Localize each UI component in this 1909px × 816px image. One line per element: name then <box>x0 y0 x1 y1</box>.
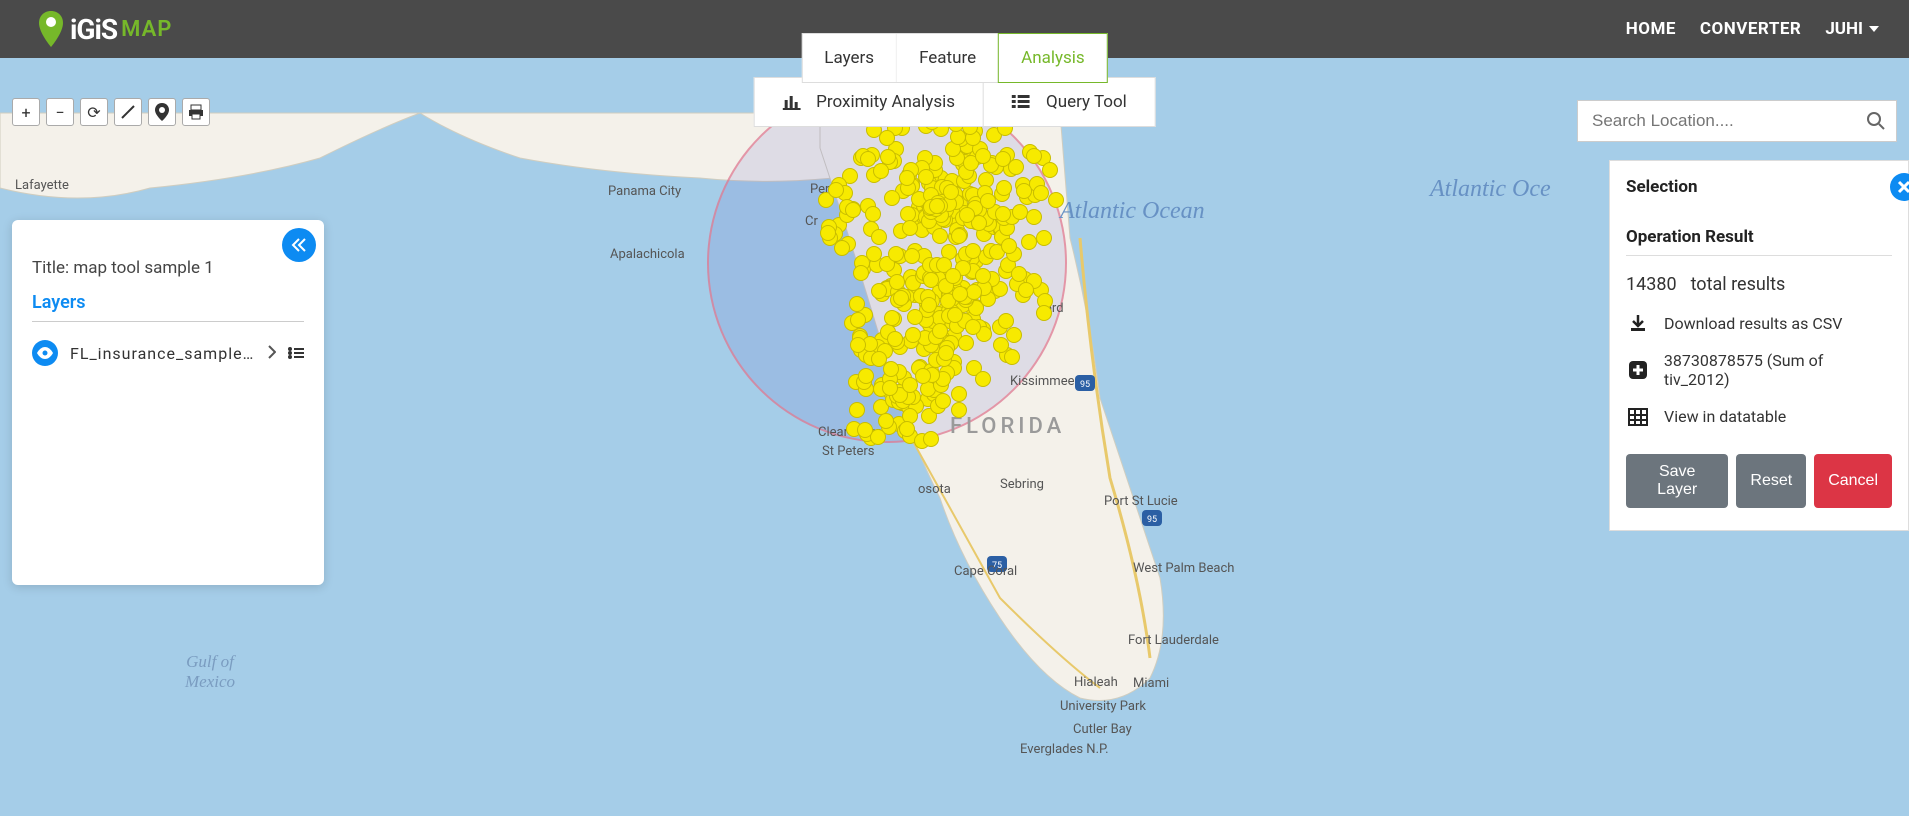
tab-layers[interactable]: Layers <box>802 34 897 82</box>
selection-panel: Selection Operation Result 14380 total r… <box>1609 160 1909 531</box>
query-tool-button[interactable]: Query Tool <box>984 78 1155 126</box>
sum-row: 38730878575 (Sum of tiv_2012) <box>1626 351 1892 389</box>
pin-icon <box>155 103 169 121</box>
svg-text:95: 95 <box>1080 380 1090 390</box>
marker-button[interactable] <box>148 98 176 126</box>
city-label: Kissimmee <box>1010 374 1075 389</box>
reset-button[interactable]: Reset <box>1736 454 1806 508</box>
print-button[interactable] <box>182 98 210 126</box>
city-label: Cr <box>805 214 818 229</box>
city-label: Sebring <box>1000 477 1044 492</box>
operation-result-heading: Operation Result <box>1626 227 1892 256</box>
selection-heading: Selection <box>1626 177 1698 197</box>
city-label: Panama City <box>608 184 681 199</box>
refresh-button[interactable]: ⟳ <box>80 98 108 126</box>
city-label: Port St Lucie <box>1104 494 1178 509</box>
nav-converter[interactable]: CONVERTER <box>1700 19 1801 39</box>
state-label: FLORIDA <box>950 414 1065 439</box>
chevron-right-icon <box>268 345 276 359</box>
city-label: Miami <box>1133 676 1169 691</box>
city-label: West Palm Beach <box>1133 561 1234 576</box>
city-label: Apalachicola <box>610 247 685 262</box>
map-tools: + − ⟳ <box>12 98 210 126</box>
proximity-label: Proximity Analysis <box>816 92 955 112</box>
brand-logo: iGiS MAP <box>36 9 172 49</box>
svg-text:95: 95 <box>1147 515 1157 525</box>
caret-down-icon <box>1869 26 1879 32</box>
list-icon <box>1012 95 1030 109</box>
city-label: Everglades N.P. <box>1020 742 1109 757</box>
selection-buttons: Save Layer Reset Cancel <box>1626 454 1892 508</box>
city-label: Fort Lauderdale <box>1128 633 1219 648</box>
table-icon <box>1628 408 1648 426</box>
save-layer-button[interactable]: Save Layer <box>1626 454 1728 508</box>
print-icon <box>188 104 204 120</box>
brand-suffix: MAP <box>121 17 172 42</box>
query-label: Query Tool <box>1046 92 1127 112</box>
proximity-analysis-button[interactable]: Proximity Analysis <box>754 78 984 126</box>
total-results-row: 14380 total results <box>1626 274 1892 295</box>
close-selection-button[interactable] <box>1890 173 1909 201</box>
download-csv-row[interactable]: Download results as CSV <box>1626 313 1892 333</box>
panel-section-layers: Layers <box>32 292 304 322</box>
total-results-value: 14380 <box>1626 274 1677 295</box>
nav-user-menu[interactable]: JUHI <box>1825 19 1879 39</box>
layer-name: FL_insurance_sample… <box>70 344 256 363</box>
city-label: Lafayette <box>15 178 69 193</box>
sum-value: 38730878575 <box>1664 351 1763 370</box>
main-tabs: Layers Feature Analysis <box>801 33 1107 83</box>
search-icon <box>1867 112 1885 130</box>
eye-icon <box>37 347 53 359</box>
city-label: Hialeah <box>1074 675 1118 690</box>
view-datatable-label: View in datatable <box>1664 407 1786 426</box>
city-label: Cutler Bay <box>1073 722 1132 737</box>
total-results-suffix: total results <box>1691 274 1786 295</box>
tab-feature[interactable]: Feature <box>897 34 999 82</box>
search-input[interactable] <box>1578 111 1856 131</box>
ruler-icon <box>120 104 136 120</box>
list-icon <box>288 347 304 359</box>
search-button[interactable] <box>1856 112 1896 130</box>
topnav-right: HOME CONVERTER JUHI <box>1626 19 1879 39</box>
ocean-label-2: Atlantic Oce <box>1430 176 1551 203</box>
city-label: Cape Coral <box>954 564 1017 579</box>
nav-user-label: JUHI <box>1825 19 1863 39</box>
chevron-left-double-icon <box>291 238 307 252</box>
zoom-out-button[interactable]: − <box>46 98 74 126</box>
download-label: Download results as CSV <box>1664 314 1842 333</box>
brand-name: iGiS <box>70 13 117 46</box>
layer-options-button[interactable] <box>288 344 304 363</box>
collapse-panel-button[interactable] <box>282 228 316 262</box>
gulf-label: Gulf ofMexico <box>185 652 235 692</box>
download-icon <box>1628 313 1648 333</box>
city-label: osota <box>918 482 951 497</box>
layer-visibility-toggle[interactable] <box>32 340 58 366</box>
plus-box-icon <box>1628 360 1648 380</box>
zoom-in-button[interactable]: + <box>12 98 40 126</box>
analysis-toolbar: Proximity Analysis Query Tool <box>753 77 1156 127</box>
panel-title: Title: map tool sample 1 <box>32 258 304 278</box>
layers-panel: Title: map tool sample 1 Layers FL_insur… <box>12 220 324 585</box>
view-datatable-row[interactable]: View in datatable <box>1626 407 1892 426</box>
tab-analysis[interactable]: Analysis <box>998 33 1108 83</box>
city-label: University Park <box>1060 699 1146 714</box>
city-label: St Peters <box>822 444 874 459</box>
close-icon <box>1897 180 1909 194</box>
cancel-button[interactable]: Cancel <box>1814 454 1892 508</box>
layer-expand-button[interactable] <box>268 344 276 363</box>
selection-header: Selection <box>1626 173 1892 201</box>
search-box <box>1577 100 1897 142</box>
bar-chart-icon <box>782 94 800 110</box>
nav-home[interactable]: HOME <box>1626 19 1676 39</box>
ocean-label: Atlantic Ocean <box>1060 198 1205 225</box>
logo-pin-icon <box>36 9 66 49</box>
layer-row: FL_insurance_sample… <box>32 340 304 366</box>
measure-button[interactable] <box>114 98 142 126</box>
